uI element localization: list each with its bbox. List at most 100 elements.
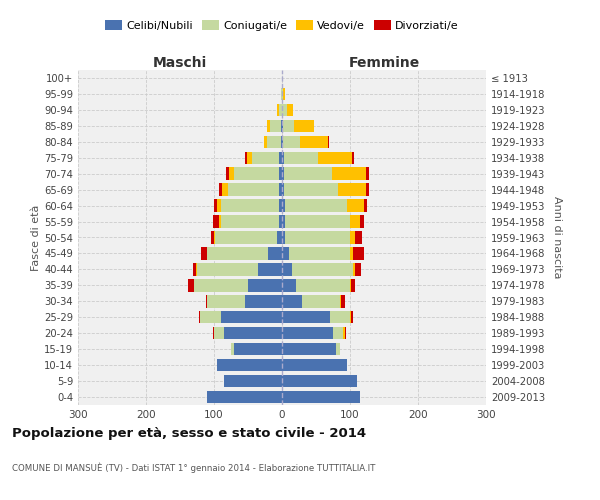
Bar (214, 200, 217, 212)
Bar (214, 216, 219, 228)
Bar (206, 295, 207, 308)
Bar (215, 232, 277, 243)
Bar (350, 279, 352, 291)
Bar (222, 184, 227, 196)
Bar (353, 247, 364, 260)
Bar (332, 168, 365, 180)
Bar (296, 279, 350, 291)
Bar (282, 184, 284, 196)
Bar (360, 216, 364, 228)
Bar (282, 152, 284, 164)
Bar (293, 120, 314, 132)
Bar (281, 88, 282, 100)
Text: COMUNE DI MANSUÈ (TV) - Dati ISTAT 1° gennaio 2014 - Elaborazione TUTTITALIA.IT: COMUNE DI MANSUÈ (TV) - Dati ISTAT 1° ge… (12, 462, 376, 473)
Bar (217, 200, 221, 212)
Bar (247, 152, 252, 164)
Bar (282, 136, 283, 148)
Bar (194, 279, 248, 291)
Bar (350, 247, 353, 260)
Bar (271, 120, 281, 132)
Bar (341, 295, 344, 308)
Bar (282, 327, 333, 340)
Bar (282, 343, 337, 355)
Y-axis label: Anni di nascita: Anni di nascita (552, 196, 562, 279)
Bar (318, 152, 352, 164)
Bar (263, 136, 267, 148)
Bar (283, 88, 285, 100)
Bar (283, 120, 293, 132)
Bar (337, 343, 340, 355)
Bar (352, 152, 354, 164)
Bar (302, 295, 340, 308)
Bar (217, 359, 282, 372)
Bar (282, 279, 296, 291)
Bar (365, 184, 369, 196)
Bar (268, 247, 282, 260)
Bar (224, 327, 282, 340)
Bar (355, 263, 361, 276)
Bar (352, 279, 355, 291)
Bar (365, 168, 369, 180)
Bar (282, 232, 286, 243)
Bar (343, 327, 344, 340)
Bar (278, 216, 282, 228)
Bar (197, 263, 258, 276)
Bar (278, 168, 282, 180)
Bar (267, 120, 271, 132)
Text: Popolazione per età, sesso e stato civile - 2014: Popolazione per età, sesso e stato civil… (12, 428, 366, 440)
Bar (199, 311, 200, 324)
Bar (282, 247, 289, 260)
Bar (200, 311, 221, 324)
Bar (329, 311, 350, 324)
Bar (287, 104, 293, 116)
Bar (282, 391, 360, 403)
Bar (224, 375, 282, 388)
Bar (219, 216, 221, 228)
Bar (248, 279, 282, 291)
Text: Maschi: Maschi (153, 56, 207, 70)
Bar (340, 295, 341, 308)
Bar (286, 200, 347, 212)
Bar (193, 263, 196, 276)
Bar (282, 120, 283, 132)
Bar (292, 263, 353, 276)
Bar (207, 247, 268, 260)
Bar (252, 152, 279, 164)
Bar (282, 295, 302, 308)
Bar (347, 200, 364, 212)
Bar (245, 152, 247, 164)
Bar (282, 375, 357, 388)
Bar (258, 263, 282, 276)
Bar (219, 184, 222, 196)
Bar (267, 136, 281, 148)
Bar (277, 232, 282, 243)
Bar (328, 136, 329, 148)
Bar (286, 232, 350, 243)
Bar (201, 247, 206, 260)
Bar (229, 168, 235, 180)
Bar (278, 200, 282, 212)
Bar (350, 232, 355, 243)
Bar (214, 232, 215, 243)
Bar (353, 263, 355, 276)
Bar (188, 279, 194, 291)
Bar (279, 152, 282, 164)
Bar (301, 136, 328, 148)
Text: Femmine: Femmine (349, 56, 419, 70)
Bar (282, 168, 284, 180)
Bar (282, 200, 286, 212)
Bar (283, 136, 301, 148)
Bar (226, 168, 229, 180)
Bar (214, 327, 224, 340)
Bar (344, 327, 346, 340)
Bar (281, 136, 282, 148)
Bar (333, 327, 343, 340)
Bar (355, 232, 362, 243)
Bar (284, 184, 338, 196)
Bar (207, 295, 245, 308)
Bar (284, 152, 318, 164)
Bar (245, 295, 282, 308)
Y-axis label: Fasce di età: Fasce di età (31, 204, 41, 270)
Bar (352, 311, 353, 324)
Bar (282, 216, 286, 228)
